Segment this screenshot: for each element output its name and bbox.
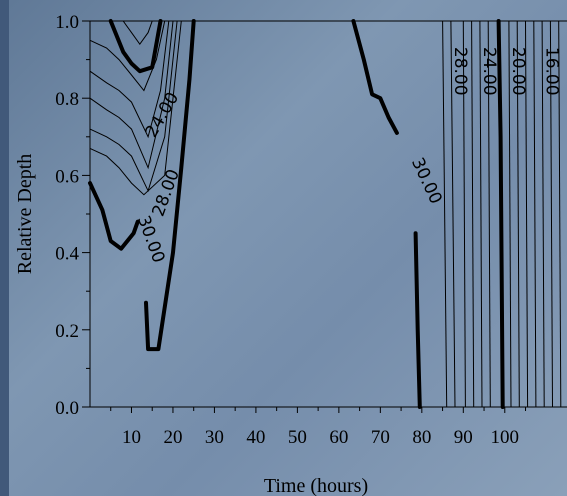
contour-line-21 (525, 20, 529, 408)
y-tick-label: 0.8 (55, 89, 79, 110)
contour-label: 30.00 (133, 213, 168, 266)
x-tick-label: 50 (288, 427, 307, 448)
x-tick-label: 60 (329, 427, 348, 448)
contour-label: 24.00 (479, 47, 499, 96)
contour-line-18 (487, 20, 491, 408)
contour-line-15 (462, 20, 466, 408)
contour-line-6 (496, 19, 505, 409)
contour-line-16 (471, 20, 475, 408)
x-tick-label: 30 (205, 427, 224, 448)
contour-line-17 (479, 20, 483, 408)
contour-line-12 (122, 20, 153, 46)
contour-line-25 (558, 20, 562, 408)
x-tick-label: 80 (412, 427, 431, 448)
left-edge-strip (0, 0, 9, 496)
x-tick-label: 40 (246, 427, 265, 448)
contour-line-19 (508, 20, 512, 408)
contour-label: 30.00 (407, 155, 446, 208)
y-axis-title: Relative Depth (14, 154, 36, 275)
contour-line-8 (89, 20, 170, 139)
contour-line-13 (442, 20, 448, 408)
x-axis-title: Time (hours) (264, 475, 368, 496)
contour-line-4 (351, 19, 399, 135)
contour-line-7 (89, 20, 166, 92)
y-tick-label: 0.2 (55, 321, 79, 342)
contour-line-2 (88, 181, 140, 251)
x-tick-label: 20 (163, 427, 182, 448)
contour-line-10 (89, 20, 178, 193)
x-tick-label: 100 (491, 427, 520, 448)
x-tick-label: 90 (454, 427, 473, 448)
x-tick-label: 70 (371, 427, 390, 448)
contour-label: 16.00 (541, 47, 561, 96)
contour-line-23 (541, 20, 545, 408)
contour-line-5 (413, 231, 422, 409)
y-tick-label: 0.6 (55, 166, 79, 187)
contour-line-14 (450, 20, 456, 408)
contour-line-22 (533, 20, 537, 408)
contour-line-24 (549, 20, 553, 408)
contour-line-11 (89, 20, 182, 196)
contour-label: 20.00 (508, 47, 528, 96)
ticks: 10 20 30 40 50 60 70 80 90 100 0.0 0.2 0.4 0.6 0.8 1.0 (55, 12, 527, 448)
contour-label: 28.00 (450, 47, 470, 96)
contour-line-9 (89, 20, 174, 170)
contour-lines (88, 19, 562, 409)
y-tick-label: 1.0 (55, 12, 79, 33)
x-tick-label: 10 (122, 427, 141, 448)
contour-label: 24.00 (142, 89, 184, 141)
contour-line-20 (516, 20, 520, 408)
contour-line-3 (144, 19, 196, 352)
y-tick-label: 0.0 (55, 398, 79, 419)
y-tick-label: 0.4 (55, 244, 79, 265)
contour-line-1 (108, 19, 163, 74)
